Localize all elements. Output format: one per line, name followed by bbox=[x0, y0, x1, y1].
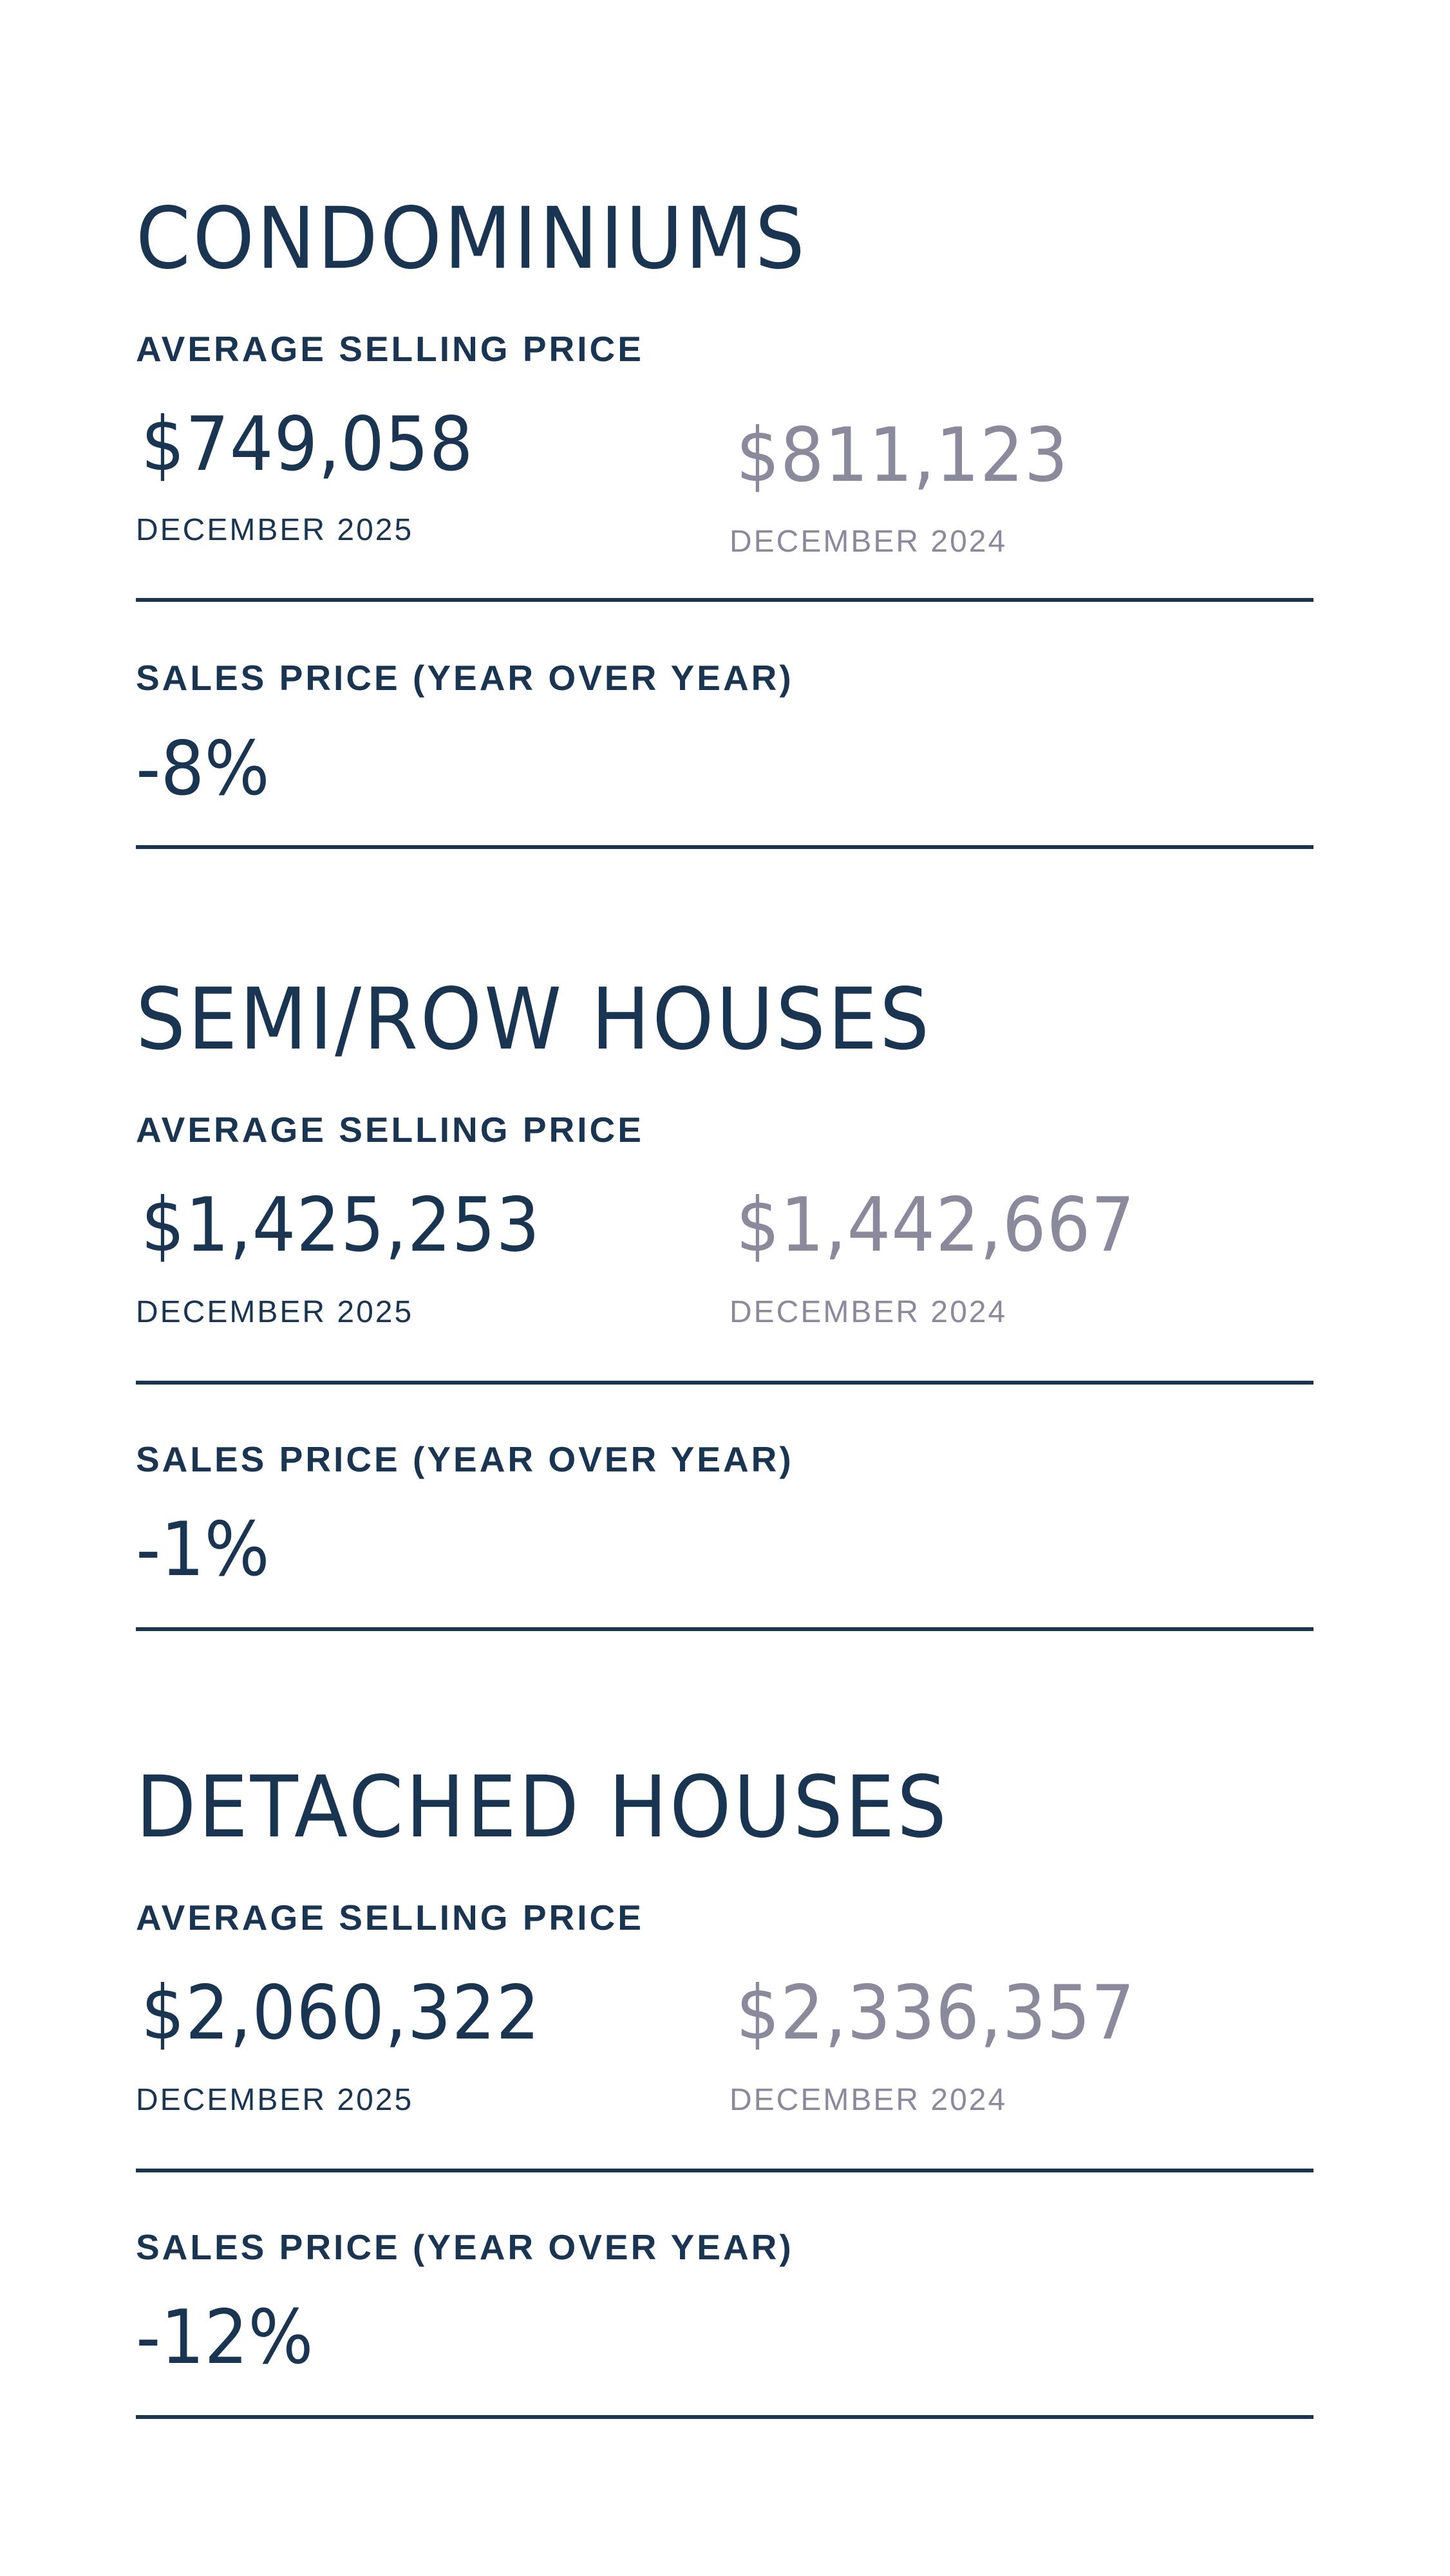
current-date: DECEMBER 2025 bbox=[136, 2083, 414, 2117]
section-title: DETACHED HOUSES bbox=[136, 1758, 949, 1857]
yoy-value: -1% bbox=[136, 1506, 270, 1593]
current-price: $1,425,253 bbox=[141, 1182, 541, 1269]
previous-date: DECEMBER 2024 bbox=[730, 525, 1008, 559]
yoy-label: SALES PRICE (YEAR OVER YEAR) bbox=[136, 2227, 794, 2267]
section-title: SEMI/ROW HOUSES bbox=[136, 970, 932, 1069]
section-title: CONDOMINIUMS bbox=[136, 189, 807, 288]
yoy-label: SALES PRICE (YEAR OVER YEAR) bbox=[136, 1439, 794, 1479]
yoy-value: -12% bbox=[136, 2294, 314, 2381]
current-price: $2,060,322 bbox=[141, 1970, 541, 2057]
yoy-label: SALES PRICE (YEAR OVER YEAR) bbox=[136, 658, 794, 698]
divider bbox=[136, 1381, 1313, 1385]
average-selling-price-label: AVERAGE SELLING PRICE bbox=[136, 1110, 644, 1150]
previous-price: $1,442,667 bbox=[736, 1182, 1136, 1269]
current-date: DECEMBER 2025 bbox=[136, 513, 414, 547]
divider bbox=[136, 845, 1313, 849]
divider bbox=[136, 2169, 1313, 2172]
divider bbox=[136, 598, 1313, 602]
current-price: $749,058 bbox=[141, 401, 474, 488]
current-date: DECEMBER 2025 bbox=[136, 1295, 414, 1329]
divider bbox=[136, 1627, 1313, 1631]
previous-price: $811,123 bbox=[736, 412, 1069, 499]
previous-date: DECEMBER 2024 bbox=[730, 2083, 1008, 2117]
average-selling-price-label: AVERAGE SELLING PRICE bbox=[136, 329, 644, 369]
previous-price: $2,336,357 bbox=[736, 1970, 1136, 2057]
previous-date: DECEMBER 2024 bbox=[730, 1295, 1008, 1329]
average-selling-price-label: AVERAGE SELLING PRICE bbox=[136, 1898, 644, 1937]
yoy-value: -8% bbox=[136, 725, 270, 812]
divider bbox=[136, 2415, 1313, 2419]
